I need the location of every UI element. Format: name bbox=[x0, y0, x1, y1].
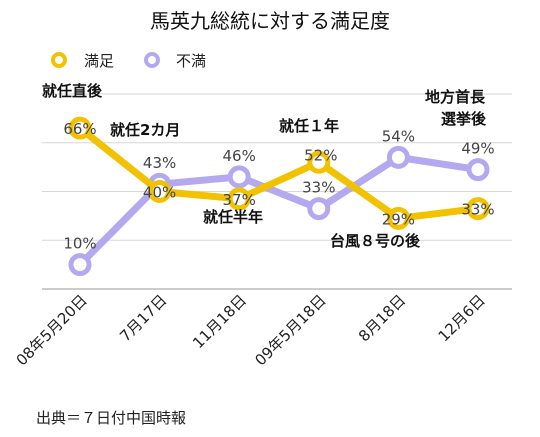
series-line-satisfied bbox=[76, 124, 482, 222]
series-line-dissatisfied bbox=[76, 153, 482, 269]
data-point-dissatisfied bbox=[466, 158, 490, 182]
value-label-satisfied: 37% bbox=[223, 191, 256, 209]
value-label-satisfied: 33% bbox=[461, 201, 494, 219]
value-label-satisfied: 52% bbox=[304, 146, 337, 164]
legend-label-satisfied: 満足 bbox=[84, 52, 114, 70]
value-label-dissatisfied: 33% bbox=[302, 179, 335, 197]
data-point-satisfied bbox=[466, 197, 490, 221]
x-tick-label: 08年5月20日 bbox=[13, 291, 91, 369]
legend-marker-dissatisfied bbox=[144, 52, 160, 68]
value-label-dissatisfied: 43% bbox=[143, 154, 176, 172]
data-point-dissatisfied bbox=[227, 165, 251, 189]
legend-label-dissatisfied: 不満 bbox=[176, 52, 206, 70]
data-point-satisfied bbox=[386, 206, 410, 230]
value-label-satisfied: 40% bbox=[143, 184, 176, 202]
legend: 満足 不満 bbox=[51, 52, 206, 70]
annotation-local-election-line1: 地方首長 bbox=[425, 88, 486, 106]
annotations: 就任直後 就任2カ月 就任半年 就任１年 台風８号の後 地方首長 選挙後 bbox=[42, 82, 487, 250]
chart-title: 馬英九総統に対する満足度 bbox=[150, 9, 390, 33]
x-tick-label: 12月6日 bbox=[435, 291, 489, 345]
series-layer bbox=[68, 116, 490, 277]
value-label-dissatisfied: 49% bbox=[461, 140, 494, 158]
x-tick-label: 09年5月18日 bbox=[251, 291, 329, 369]
annotation-half-year: 就任半年 bbox=[203, 208, 263, 226]
data-point-satisfied bbox=[148, 180, 172, 203]
data-point-dissatisfied bbox=[386, 145, 410, 169]
x-axis-ticks: 08年5月20日 7月17日 11月18日 09年5月18日 8月18日 12月6日 bbox=[13, 291, 489, 369]
annotation-local-election-line2: 選挙後 bbox=[441, 110, 487, 128]
x-tick-label: 7月17日 bbox=[116, 291, 170, 345]
value-label-satisfied: 66% bbox=[63, 120, 96, 138]
data-point-satisfied bbox=[227, 187, 251, 211]
legend-marker-satisfied bbox=[51, 52, 67, 68]
annotation-inauguration: 就任直後 bbox=[42, 82, 103, 100]
data-point-dissatisfied bbox=[307, 197, 331, 221]
value-label-dissatisfied: 46% bbox=[223, 147, 256, 165]
annotation-typhoon: 台風８号の後 bbox=[330, 232, 421, 250]
value-labels: 66% 40% 37% 52% 29% 33% 10% 43% 46% 33% 54% 49% bbox=[63, 120, 494, 253]
data-point-satisfied bbox=[307, 150, 331, 174]
value-label-dissatisfied: 10% bbox=[63, 235, 96, 253]
data-point-dissatisfied bbox=[68, 253, 92, 277]
value-label-satisfied: 29% bbox=[382, 210, 415, 228]
annotation-one-year: 就任１年 bbox=[279, 117, 339, 135]
value-label-dissatisfied: 54% bbox=[382, 127, 415, 145]
x-tick-label: 8月18日 bbox=[355, 291, 409, 345]
annotation-two-months: 就任2カ月 bbox=[110, 121, 180, 139]
x-tick-label: 11月18日 bbox=[189, 291, 250, 352]
data-point-satisfied bbox=[68, 116, 92, 140]
source-note: 出典＝７日付中国時報 bbox=[36, 409, 186, 427]
